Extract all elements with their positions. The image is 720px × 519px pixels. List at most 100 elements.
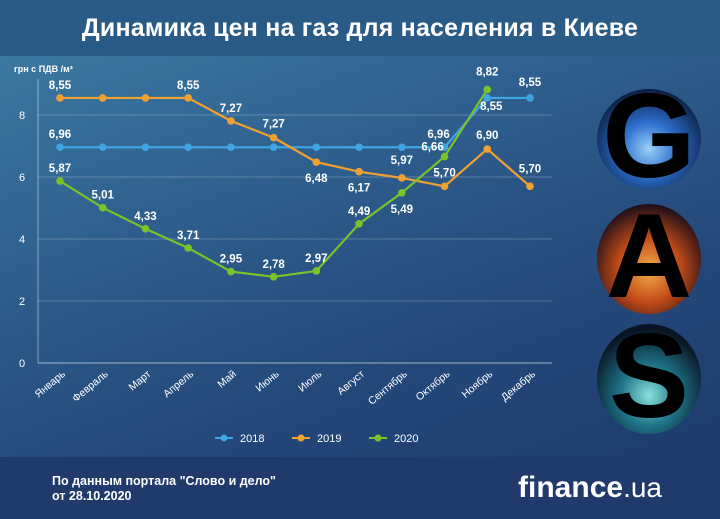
legend-label-2019: 2019 [317, 433, 341, 445]
data-point-2020 [227, 267, 235, 276]
series-line-2018 [60, 96, 530, 149]
data-label-2019: 7,27 [262, 119, 284, 131]
data-point-2019 [355, 167, 363, 176]
data-label-2020: 6,66 [421, 142, 443, 154]
data-point-2018 [141, 143, 150, 152]
finance-ua-logo[interactable]: finance.ua [518, 471, 662, 505]
data-label-2018: 8,55 [519, 77, 542, 89]
x-tick-label: Июль [296, 368, 325, 395]
source-line-1: По данным портала "Слово и дело" [52, 474, 276, 488]
data-point-2019 [56, 94, 64, 102]
data-point-2018 [312, 143, 321, 152]
data-point-2019 [526, 182, 534, 191]
data-label-2018: 8,55 [480, 101, 503, 113]
y-tick-label: 8 [19, 110, 25, 122]
data-point-2018 [440, 143, 449, 152]
data-point-2020 [483, 85, 492, 94]
data-label-2019: 5,70 [433, 167, 455, 179]
data-point-2019 [398, 174, 406, 182]
data-point-2020 [355, 220, 363, 228]
data-point-2018 [269, 143, 278, 152]
x-tick-label: Февраль [70, 368, 111, 405]
series-line-2019 [60, 96, 531, 188]
data-point-2019 [483, 145, 492, 153]
data-point-2020 [269, 273, 278, 281]
x-tick-label: Январь [33, 368, 69, 401]
y-tick-label: 0 [19, 358, 25, 370]
data-label-2019: 8,55 [49, 80, 72, 92]
legend-swatch-dot-2018 [220, 434, 228, 442]
data-label-2020: 2,78 [262, 259, 285, 271]
data-label-2019: 7,27 [220, 103, 242, 115]
data-point-2018 [355, 143, 363, 152]
data-label-2019: 6,48 [305, 173, 328, 185]
data-label-2020: 2,95 [220, 254, 243, 266]
data-point-2019 [440, 182, 449, 191]
data-label-2020: 5,49 [391, 204, 413, 216]
data-point-2019 [227, 117, 235, 125]
data-point-2018 [56, 143, 64, 152]
data-label-2019: 5,70 [519, 163, 541, 175]
data-point-2020 [98, 203, 107, 212]
data-point-2018 [227, 143, 235, 152]
y-tick-label: 4 [19, 234, 25, 246]
data-label-2019: 5,97 [391, 155, 413, 167]
data-point-2019 [184, 94, 192, 102]
data-point-2020 [398, 189, 406, 197]
gas-letter-a: A [605, 189, 693, 323]
legend-label-2018: 2018 [240, 433, 264, 445]
logo-brand: finance [518, 471, 624, 504]
data-point-2018 [526, 94, 534, 102]
data-point-2019 [312, 158, 321, 166]
legend-label-2020: 2020 [394, 433, 418, 445]
data-point-2018 [398, 143, 406, 152]
data-point-2018 [98, 143, 107, 152]
data-point-2020 [312, 267, 321, 275]
x-tick-label: Март [126, 368, 153, 393]
data-label-2020: 2,97 [305, 253, 327, 265]
x-tick-label: Август [335, 368, 367, 398]
gas-price-chart: 0 2 4 6 8 грн с ПДВ /м³ Январь Февраль Март Апрел… [14, 64, 552, 445]
x-tick-label: Ноябрь [460, 368, 496, 401]
data-label-2019: 6,17 [348, 183, 370, 195]
y-tick-label: 2 [19, 296, 25, 308]
gas-letter-g: G [602, 69, 696, 203]
data-label-2020: 5,87 [49, 163, 71, 175]
x-tick-label: Сентябрь [366, 368, 410, 408]
x-tick-label: Июнь [253, 368, 282, 395]
data-label-2020: 5,01 [92, 190, 115, 202]
data-point-2019 [269, 133, 278, 142]
y-axis-label: грн с ПДВ /м³ [14, 64, 73, 74]
page-title: Динамика цен на газ для населения в Киев… [81, 13, 639, 42]
data-label-2018: 6,96 [49, 129, 71, 141]
x-tick-label: Декабрь [499, 368, 538, 404]
data-point-2019 [141, 94, 150, 102]
footer: По данным портала "Слово и дело" от 28.1… [0, 457, 720, 519]
data-point-2018 [184, 143, 192, 152]
logo-tld: .ua [623, 472, 662, 503]
data-point-2020 [141, 224, 150, 233]
data-point-2020 [56, 177, 64, 185]
title-bar: Динамика цен на газ для населения в Киев… [0, 0, 720, 56]
data-label-2018: 6,96 [427, 129, 449, 141]
data-point-2020 [440, 152, 449, 161]
y-tick-label: 6 [19, 172, 25, 184]
gas-flame-decor [597, 89, 701, 434]
data-point-2020 [184, 244, 192, 252]
gas-letter-s: S [608, 309, 690, 443]
source-note: По данным портала "Слово и дело" от 28.1… [52, 474, 276, 504]
source-line-2: от 28.10.2020 [52, 489, 132, 503]
x-tick-label: Апрель [161, 368, 196, 400]
data-label-2020: 8,82 [476, 67, 498, 79]
data-point-2019 [98, 94, 107, 102]
data-point-2018 [483, 94, 492, 102]
data-label-2020: 3,71 [177, 230, 200, 242]
x-tick-label: Октябрь [414, 368, 453, 404]
data-label-2019: 6,90 [476, 130, 498, 142]
data-label-2020: 4,33 [134, 211, 156, 223]
data-label-2019: 8,55 [177, 80, 200, 92]
legend-swatch-dot-2019 [297, 434, 305, 442]
data-label-2020: 4,49 [348, 206, 370, 218]
gas-decor-panel: G A S [594, 76, 704, 443]
